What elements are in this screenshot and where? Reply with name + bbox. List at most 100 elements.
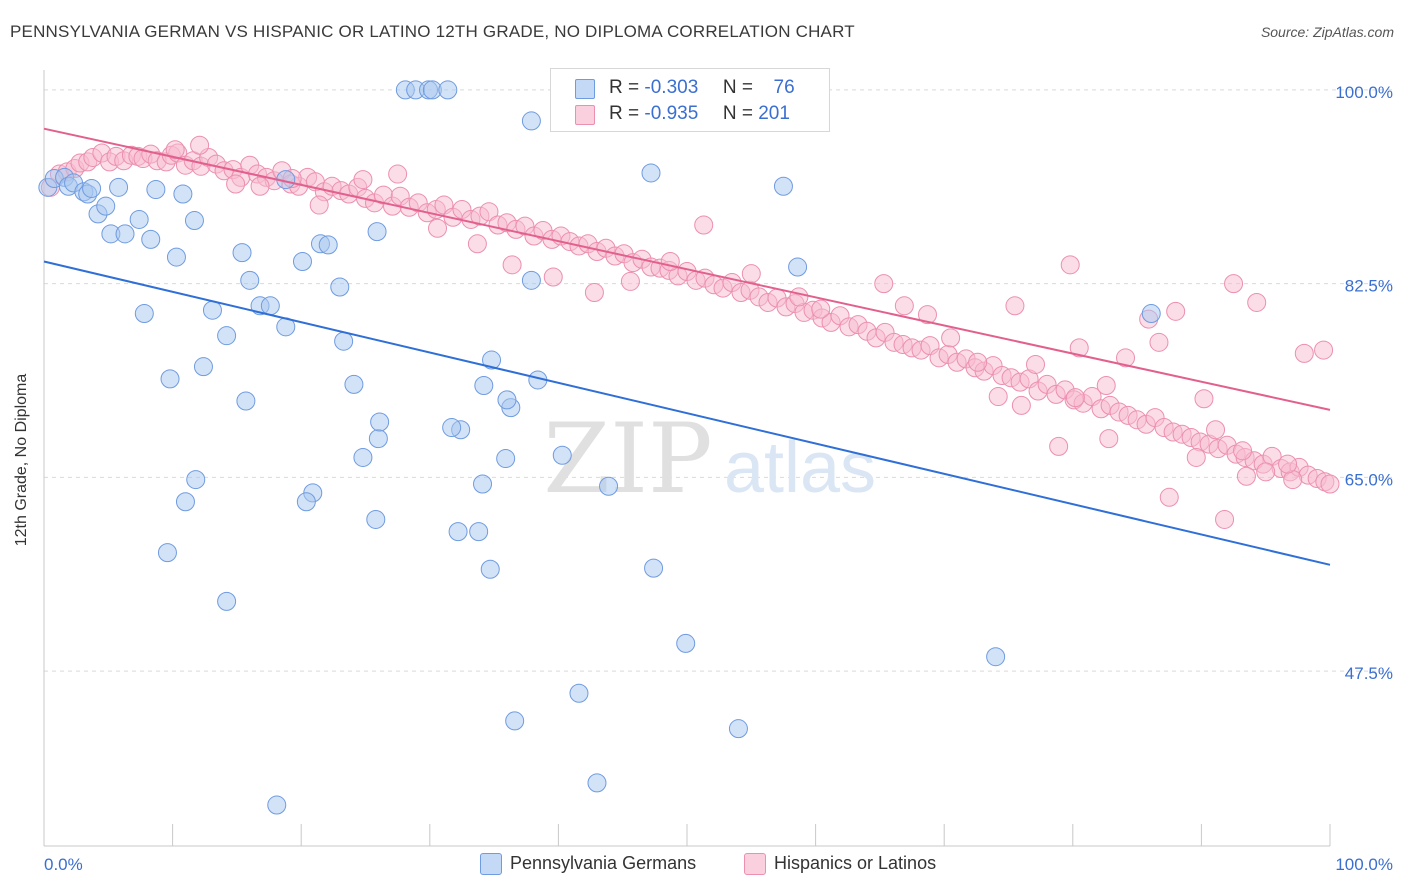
hispanic-latino-point: [309, 195, 329, 215]
hispanic-latino-point: [1256, 462, 1276, 482]
pink-swatch: [575, 105, 595, 125]
hispanic-latino-point: [1011, 395, 1031, 415]
pennsylvania-german-point: [82, 178, 102, 198]
pennsylvania-german-trend-line: [43, 260, 1331, 566]
pennsylvania-german-point: [353, 447, 373, 467]
hispanic-latino-point: [1049, 436, 1069, 456]
n-label: N =: [722, 77, 753, 98]
hispanic-latino-point: [467, 234, 487, 254]
hispanic-latino-point: [1159, 487, 1179, 507]
r-value: -0.935: [644, 103, 699, 124]
pennsylvania-german-point: [480, 559, 500, 579]
pennsylvania-german-point: [173, 184, 193, 204]
hispanic-latino-point: [988, 387, 1008, 407]
pennsylvania-german-point: [217, 591, 237, 611]
pennsylvania-german-point: [193, 357, 213, 377]
hispanic-latino-point: [1166, 301, 1186, 321]
pennsylvania-german-point: [368, 429, 388, 449]
pennsylvania-german-point: [236, 391, 256, 411]
pennsylvania-german-point: [166, 247, 186, 267]
pennsylvania-german-point: [641, 163, 661, 183]
y-tick-label: 47.5%: [1345, 664, 1393, 683]
hispanic-latino-point: [894, 296, 914, 316]
hispanic-latino-point: [226, 174, 246, 194]
hispanic-latino-point: [1099, 429, 1119, 449]
pennsylvania-german-point: [728, 719, 748, 739]
pennsylvania-german-point: [788, 257, 808, 277]
watermark-atlas: atlas: [724, 428, 876, 508]
hispanic-latino-point: [1069, 338, 1089, 358]
blue-swatch: [480, 853, 502, 875]
pennsylvania-german-point: [186, 470, 206, 490]
n-label: N =: [722, 103, 753, 124]
stats-text: R = -0.303 N = 76: [609, 77, 795, 99]
n-value: 76: [773, 77, 795, 98]
watermark-zip: ZIP: [543, 403, 712, 515]
pennsylvania-german-point: [260, 296, 280, 316]
pennsylvania-german-point: [370, 412, 390, 432]
n-value: 201: [758, 103, 790, 124]
pennsylvania-german-point: [292, 252, 312, 272]
hispanic-latino-point: [1320, 474, 1340, 494]
pennsylvania-german-point: [366, 509, 386, 529]
pennsylvania-german-point: [1141, 304, 1161, 324]
pennsylvania-german-point: [442, 418, 462, 438]
pink-swatch: [744, 853, 766, 875]
pennsylvania-german-point: [521, 270, 541, 290]
pennsylvania-german-point: [232, 243, 252, 263]
pennsylvania-german-point: [334, 331, 354, 351]
y-tick-label: 65.0%: [1345, 470, 1393, 489]
hispanic-latino-point: [1224, 274, 1244, 294]
hispanic-latino-point: [502, 255, 522, 275]
hispanic-latino-point: [1116, 348, 1136, 368]
stats-text: R = -0.935 N = 201: [609, 103, 790, 125]
pennsylvania-german-point: [217, 326, 237, 346]
pennsylvania-german-point: [160, 369, 180, 389]
pennsylvania-german-point: [141, 229, 161, 249]
hispanic-latino-point: [941, 328, 961, 348]
pennsylvania-german-point: [202, 300, 222, 320]
hispanic-latino-point: [741, 264, 761, 284]
legend-label: Hispanics or Latinos: [774, 853, 937, 873]
pennsylvania-german-point: [344, 374, 364, 394]
pennsylvania-german-point: [318, 235, 338, 255]
pennsylvania-german-point: [146, 180, 166, 200]
x-tick-label: 100.0%: [1335, 855, 1393, 874]
hispanic-latino-point: [620, 271, 640, 291]
pennsylvania-german-point: [240, 270, 260, 290]
hispanic-latino-point: [1096, 375, 1116, 395]
hispanic-latino-point: [479, 202, 499, 222]
pennsylvania-german-point: [296, 492, 316, 512]
tick-labels: 47.5% 65.0% 82.5% 100.0% 0.0% 100.0%: [44, 83, 1393, 874]
r-label: R =: [609, 103, 640, 124]
hispanic-latino-point: [388, 164, 408, 184]
pennsylvania-german-point: [267, 795, 287, 815]
y-tick-label: 100.0%: [1335, 83, 1393, 102]
hispanic-latino-point: [968, 352, 988, 372]
pennsylvania-german-point: [569, 683, 589, 703]
source-label: Source: ZipAtlas.com: [1260, 24, 1394, 40]
pennsylvania-german-point: [474, 375, 494, 395]
hispanic-latino-point: [811, 299, 831, 319]
hispanic-latino-point: [874, 274, 894, 294]
pennsylvania-german-point: [644, 558, 664, 578]
pennsylvania-german-point: [521, 111, 541, 131]
pennsylvania-german-point: [184, 211, 204, 231]
hispanic-latino-point: [353, 170, 373, 190]
trend-lines: [43, 127, 1331, 566]
pennsylvania-german-point: [157, 543, 177, 563]
hispanic-latino-point: [428, 218, 448, 238]
chart-title: PENNSYLVANIA GERMAN VS HISPANIC OR LATIN…: [10, 22, 855, 41]
hispanic-latino-point: [1206, 420, 1226, 440]
hispanic-latino-point: [1236, 466, 1256, 486]
y-tick-label: 82.5%: [1345, 277, 1393, 296]
pennsylvania-german-point: [469, 522, 489, 542]
hispanic-latino-point: [165, 140, 185, 160]
pennsylvania-german-point: [134, 304, 154, 324]
pennsylvania-german-point: [773, 176, 793, 196]
r-value: -0.303: [644, 77, 699, 98]
pennsylvania-german-point: [367, 222, 387, 242]
hispanic-latino-point: [1060, 255, 1080, 275]
hispanic-latino-point: [1278, 454, 1298, 474]
